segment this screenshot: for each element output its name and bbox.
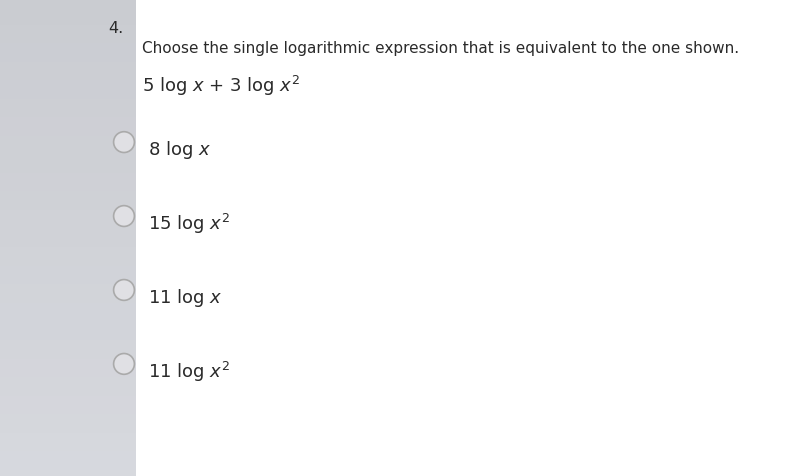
Text: 15 log $\it{x}^{2}$: 15 log $\it{x}^{2}$	[148, 212, 230, 236]
FancyBboxPatch shape	[0, 0, 136, 476]
Text: 11 log $\it{x}^{2}$: 11 log $\it{x}^{2}$	[148, 359, 230, 383]
Text: 11 log $\it{x}$: 11 log $\it{x}$	[148, 287, 222, 308]
Text: Choose the single logarithmic expression that is equivalent to the one shown.: Choose the single logarithmic expression…	[142, 40, 739, 55]
Ellipse shape	[114, 354, 134, 375]
Text: 4.: 4.	[108, 21, 123, 36]
Ellipse shape	[114, 280, 134, 301]
Ellipse shape	[114, 206, 134, 227]
FancyBboxPatch shape	[136, 0, 800, 476]
Ellipse shape	[114, 132, 134, 153]
Text: 8 log $\it{x}$: 8 log $\it{x}$	[148, 139, 211, 161]
Text: 5 log $\it{x}$ + 3 log $\it{x}^{2}$: 5 log $\it{x}$ + 3 log $\it{x}^{2}$	[142, 74, 301, 98]
